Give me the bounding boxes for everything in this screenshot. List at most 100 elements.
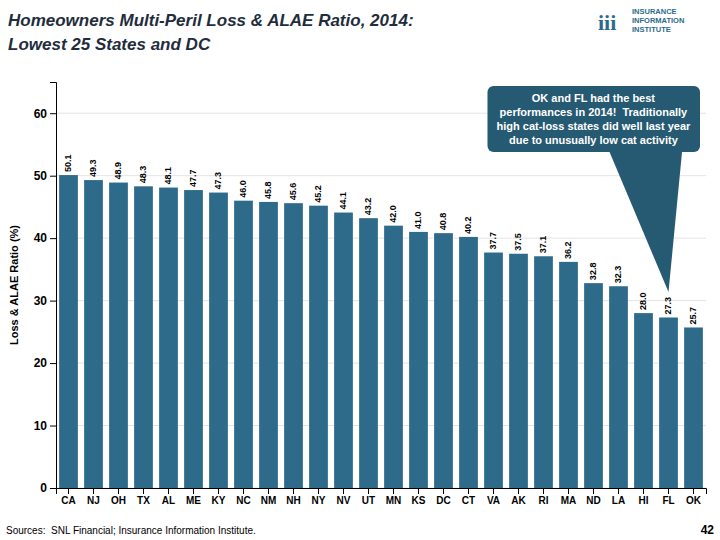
text-line: OK and FL had the best	[532, 92, 656, 104]
page-number: 42	[701, 523, 715, 537]
data-label: 45.2	[313, 185, 323, 203]
tick-label: NH	[286, 495, 300, 506]
data-label: 40.2	[463, 216, 473, 234]
tick-mark	[318, 488, 319, 494]
tick-mark	[168, 488, 169, 494]
bar	[59, 175, 78, 488]
grid-line	[56, 363, 706, 364]
bar	[309, 206, 328, 488]
tick-label: NV	[337, 495, 351, 506]
data-label: 36.2	[563, 241, 573, 259]
tick: CT	[462, 488, 475, 506]
tick: TX	[137, 488, 150, 506]
bar	[134, 186, 153, 488]
bar	[359, 218, 378, 488]
tick-label: OH	[111, 495, 126, 506]
tick: 20	[34, 356, 56, 370]
bar	[259, 202, 278, 488]
tick-mark	[143, 488, 144, 494]
text-line: high cat-loss states did well last year	[496, 120, 691, 132]
tick: KS	[412, 488, 426, 506]
tick-mark	[218, 488, 219, 494]
text-line: INSURANCE	[632, 7, 677, 16]
tick: MN	[386, 488, 402, 506]
tick: VA	[487, 488, 500, 506]
tick: NH	[286, 488, 300, 506]
tick: UT	[362, 488, 375, 506]
tick: 30	[34, 294, 56, 308]
axis-title: Loss & ALAE Ratio (%)	[8, 225, 20, 345]
tick: HI	[639, 488, 649, 506]
data-label: 47.7	[188, 170, 198, 188]
grid-line	[56, 175, 706, 176]
tick: RI	[539, 488, 549, 506]
tick-label: 60	[34, 107, 48, 121]
tick-mark	[93, 488, 94, 494]
callout-pointer	[609, 151, 682, 292]
grid	[56, 113, 706, 488]
bar	[384, 226, 403, 488]
data-label: 41.0	[413, 211, 423, 229]
data-label: 40.8	[438, 213, 448, 231]
tick-mark	[50, 488, 56, 489]
grid-line	[56, 238, 706, 239]
data-label: 37.1	[538, 236, 548, 254]
tick-label: TX	[137, 495, 150, 506]
tick-mark	[643, 488, 644, 494]
bar	[434, 233, 453, 488]
title: Homeowners Multi-Peril Loss & ALAE Ratio…	[8, 11, 414, 30]
tick-label: 30	[34, 294, 48, 308]
tick-label: NJ	[87, 495, 100, 506]
tick-mark	[50, 113, 56, 114]
tick-label: CA	[61, 495, 75, 506]
data-label: 46.0	[238, 180, 248, 198]
tick-label: UT	[362, 495, 375, 506]
bar	[184, 190, 203, 488]
data-label: 43.2	[363, 198, 373, 216]
callout-box: OK and FL had the bestperformances in 20…	[487, 86, 700, 152]
data-label: 25.7	[688, 307, 698, 325]
bar	[634, 313, 653, 488]
tick: 0	[40, 481, 56, 495]
tick: LA	[612, 488, 625, 506]
callout-background	[487, 86, 700, 152]
bar	[534, 256, 553, 488]
bar	[84, 180, 103, 488]
y-axis: 0102030405060	[34, 83, 57, 496]
tick-mark	[618, 488, 619, 494]
tick-mark	[418, 488, 419, 494]
tick-label: HI	[639, 495, 649, 506]
tick: ND	[586, 488, 600, 506]
tick-mark	[543, 488, 544, 494]
tick: 40	[34, 231, 56, 245]
data-label: 50.1	[63, 155, 73, 173]
tick-label: VA	[487, 495, 500, 506]
tick-mark	[50, 176, 56, 177]
bar	[334, 213, 353, 488]
bar	[509, 254, 528, 488]
tick-mark	[50, 238, 56, 239]
tick-label: 40	[34, 231, 48, 245]
x-axis: CANJOHTXALMEKYNCNMNHNYNVUTMNKSDCCTVAAKRI…	[57, 488, 707, 506]
bar	[609, 286, 628, 488]
tick-mark	[343, 488, 344, 494]
data-label: 32.3	[613, 266, 623, 284]
text-line: INSTITUTE	[632, 25, 671, 34]
bar	[459, 237, 478, 488]
tick-label: LA	[612, 495, 625, 506]
tick-label: OK	[686, 495, 702, 506]
source: Sources: SNL Financial; Insurance Inform…	[6, 525, 256, 536]
tick-label: RI	[539, 495, 549, 506]
tick-mark	[368, 488, 369, 494]
chart: Homeowners Multi-Peril Loss & ALAE Ratio…	[0, 0, 720, 540]
tick: AL	[162, 488, 175, 506]
bar	[559, 262, 578, 488]
tick: ME	[186, 488, 201, 506]
tick: OK	[686, 488, 702, 506]
data-label: 45.6	[288, 183, 298, 201]
tick-mark	[243, 488, 244, 494]
tick: 60	[34, 107, 56, 121]
tick-label: NM	[261, 495, 277, 506]
bar	[584, 283, 603, 488]
tick-mark	[668, 488, 669, 494]
